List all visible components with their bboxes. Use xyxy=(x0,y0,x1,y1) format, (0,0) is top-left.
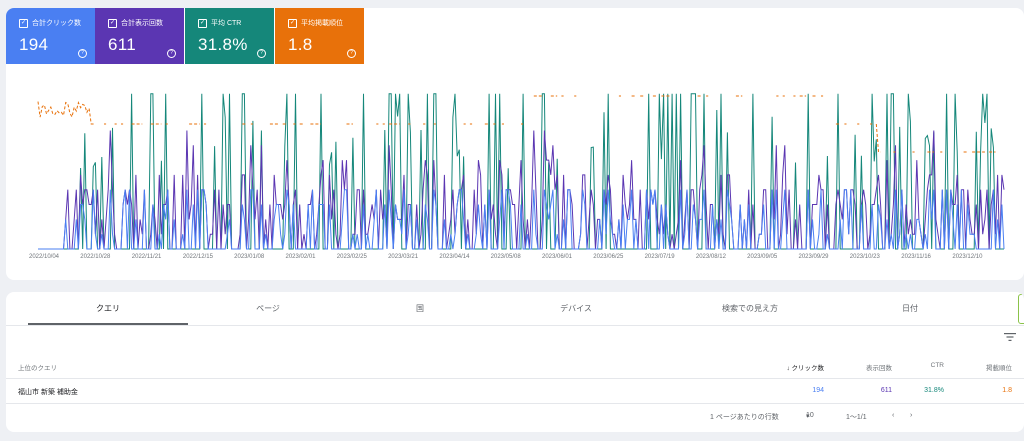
x-tick-label: 2023/03/21 xyxy=(388,254,419,260)
metric-label: 平均掲載順位 xyxy=(301,20,343,27)
performance-chart-card: ✓ 合計クリック数 194 ? ✓ 合計表示回数 611 ? ✓ 平均 CTR 31.… xyxy=(6,8,1024,280)
column-header-impressions[interactable]: 表示回数 xyxy=(866,365,892,372)
active-tab-indicator xyxy=(28,323,188,325)
tab-device[interactable]: デバイス xyxy=(560,304,592,313)
x-tick-label: 2023/11/16 xyxy=(901,254,931,260)
clicks-series-line xyxy=(38,189,1005,250)
sort-arrow-down-icon: ↓ xyxy=(786,365,792,372)
metric-card-impressions[interactable]: ✓ 合計表示回数 611 ? xyxy=(95,8,184,64)
x-tick-label: 2022/10/28 xyxy=(80,254,111,260)
tab-date[interactable]: 日付 xyxy=(902,304,918,313)
metric-label: 合計表示回数 xyxy=(121,20,163,27)
pagination: 1 ページあたりの行数 10 ▾ 1〜1/1 ‹ › xyxy=(710,412,1010,424)
cell-ctr: 31.8% xyxy=(924,387,944,394)
column-header-ctr[interactable]: CTR xyxy=(930,362,944,369)
metric-card-ctr[interactable]: ✓ 平均 CTR 31.8% ? xyxy=(185,8,274,64)
tab-country[interactable]: 国 xyxy=(416,304,424,313)
x-tick-label: 2023/05/08 xyxy=(490,254,521,260)
help-icon[interactable]: ? xyxy=(257,49,266,58)
dropdown-arrow-icon: ▾ xyxy=(806,413,810,420)
checkbox-icon[interactable]: ✓ xyxy=(198,18,207,28)
x-tick-label: 2023/01/08 xyxy=(234,254,265,260)
chevron-right-icon[interactable]: › xyxy=(910,412,913,419)
dimension-tabs: クエリ ページ 国 デバイス 検索での見え方 日付 xyxy=(28,292,1018,325)
x-tick-label: 2023/06/25 xyxy=(593,254,624,260)
metric-label: 平均 CTR xyxy=(211,20,242,27)
cell-clicks: 194 xyxy=(812,387,824,394)
metric-value: 194 xyxy=(19,35,49,54)
x-tick-label: 2022/10/04 xyxy=(28,254,60,260)
column-header-position[interactable]: 掲載順位 xyxy=(986,365,1012,372)
tab-page[interactable]: ページ xyxy=(256,304,280,313)
rows-per-page-value: 10 xyxy=(806,412,814,419)
tab-search-appearance[interactable]: 検索での見え方 xyxy=(722,304,778,313)
ctr-series-line xyxy=(38,93,1004,250)
help-icon[interactable]: ? xyxy=(347,49,356,58)
table-header: 上位のクエリ ↓ クリック数 表示回数 CTR 掲載順位 xyxy=(6,354,1024,379)
column-header-clicks[interactable]: ↓ クリック数 xyxy=(786,362,824,372)
column-header-query[interactable]: 上位のクエリ xyxy=(18,365,57,372)
page-range: 1〜1/1 xyxy=(846,414,867,421)
x-tick-label: 2022/12/15 xyxy=(182,254,213,260)
tab-query[interactable]: クエリ xyxy=(96,304,120,313)
x-tick-label: 2023/12/10 xyxy=(952,254,983,260)
checkbox-icon[interactable]: ✓ xyxy=(108,18,117,28)
x-tick-label: 2023/08/12 xyxy=(695,254,726,260)
x-tick-label: 2023/09/05 xyxy=(747,254,778,260)
cell-impressions: 611 xyxy=(880,387,892,394)
x-tick-label: 2023/02/25 xyxy=(336,254,367,260)
x-tick-label: 2023/10/23 xyxy=(849,254,880,260)
metric-value: 31.8% xyxy=(198,35,248,54)
metric-value: 611 xyxy=(108,35,137,54)
metric-card-clicks[interactable]: ✓ 合計クリック数 194 ? xyxy=(6,8,95,64)
help-icon[interactable]: ? xyxy=(78,49,87,58)
query-table-card: クエリ ページ 国 デバイス 検索での見え方 日付 上位のクエリ ↓ クリック数… xyxy=(6,292,1024,432)
help-icon[interactable]: ? xyxy=(167,49,176,58)
side-panel-handle[interactable] xyxy=(1018,294,1024,324)
x-tick-label: 2023/04/14 xyxy=(439,254,470,260)
table-row[interactable]: 福山市 新築 補助金 194 611 31.8% 1.8 xyxy=(6,379,1024,404)
cell-query[interactable]: 福山市 新築 補助金 xyxy=(18,389,78,396)
divider xyxy=(6,325,1024,326)
x-axis-labels: 2022/10/04 2022/10/28 2022/11/21 2022/12/15… xyxy=(6,254,1024,264)
line-chart xyxy=(6,93,1024,250)
metric-value: 1.8 xyxy=(288,35,313,54)
filter-icon[interactable] xyxy=(1004,332,1016,342)
rows-per-page-label: 1 ページあたりの行数 xyxy=(710,414,779,421)
cell-position: 1.8 xyxy=(1002,387,1012,394)
metric-label: 合計クリック数 xyxy=(32,20,81,27)
metric-card-position[interactable]: ✓ 平均掲載順位 1.8 ? xyxy=(275,8,364,64)
x-tick-label: 2023/02/01 xyxy=(285,254,316,260)
x-tick-label: 2022/11/21 xyxy=(131,254,162,260)
x-tick-label: 2023/07/19 xyxy=(644,254,675,260)
position-series-line xyxy=(38,96,1004,152)
x-tick-label: 2023/06/01 xyxy=(541,254,573,260)
checkbox-icon[interactable]: ✓ xyxy=(288,18,297,28)
checkbox-icon[interactable]: ✓ xyxy=(19,18,28,28)
column-header-clicks-label: クリック数 xyxy=(791,365,825,372)
x-tick-label: 2023/09/29 xyxy=(798,254,829,260)
chevron-left-icon[interactable]: ‹ xyxy=(892,412,895,419)
